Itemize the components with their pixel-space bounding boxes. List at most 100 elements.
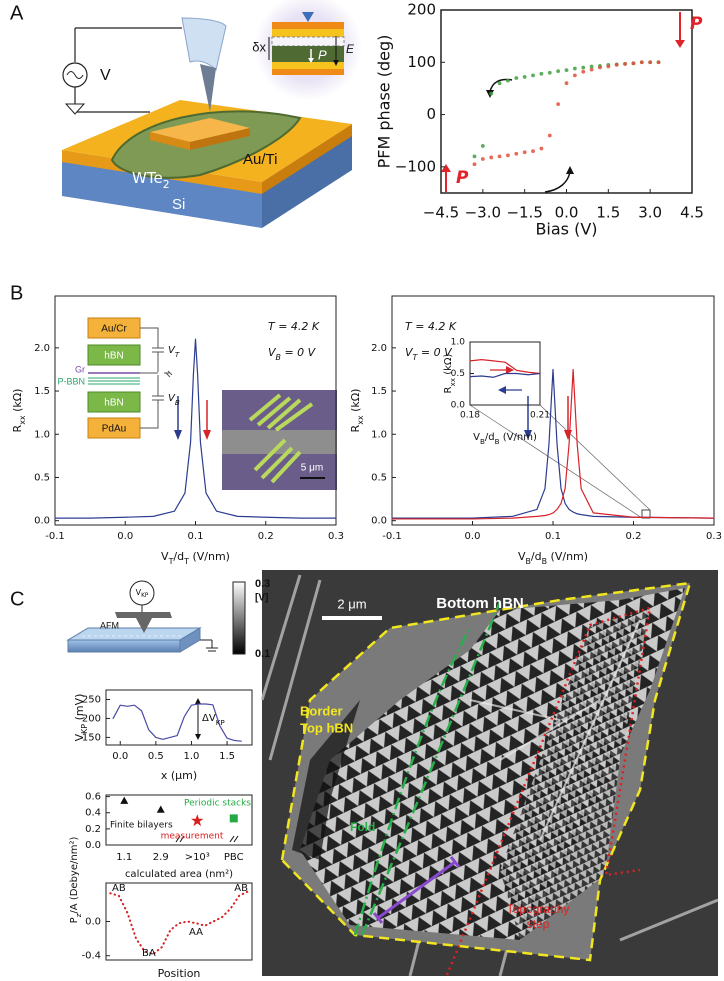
data-point [614, 63, 619, 67]
y-tick-label: 0.0 [371, 516, 387, 527]
device-diagram-part [308, 58, 314, 63]
data-point [631, 61, 636, 66]
y-tick-label: 200 [82, 713, 101, 724]
scale-label: 2 μm [337, 596, 366, 611]
x-tick-label: 2.9 [153, 852, 169, 863]
data-point [229, 814, 238, 823]
flake-label: WTe2 [132, 169, 170, 191]
y-tick-label: 0.0 [451, 401, 466, 411]
x-tick-label: -0.1 [45, 531, 65, 542]
annotation-part: B [276, 353, 281, 362]
annotation: T = 4.2 K [268, 320, 320, 333]
hysteresis-arrows [441, 12, 685, 193]
y-axis-label: VKP (mV) [73, 694, 89, 742]
peak-arrows-part [498, 386, 506, 394]
kpfm-diagram [66, 580, 246, 843]
x-tick-label: 3.0 [638, 204, 662, 222]
data-point [564, 81, 569, 86]
vt-label-part: T [175, 350, 180, 359]
y-tick-label: 1.0 [451, 338, 466, 348]
data-point [191, 814, 204, 827]
x-tick-label: 1.1 [116, 852, 132, 863]
annotation-part: = 0 V [281, 346, 317, 359]
data-point [564, 68, 569, 73]
y-tick-label: 0.0 [85, 917, 101, 928]
kpfm-image-part [377, 860, 456, 920]
data-point [156, 805, 165, 813]
colorbar-max: 0.3 [255, 578, 270, 590]
data-point [489, 91, 494, 96]
data-line [112, 703, 242, 742]
x-axis-label-part: B [495, 437, 500, 446]
kpfm-diagram-part [67, 639, 181, 653]
y-tick-label: 0.0 [85, 840, 101, 851]
peak-arrows-part [524, 430, 532, 440]
annotation: T = 4.2 K [405, 320, 457, 333]
y-axis-label: Rxx (kΩ) [443, 353, 457, 393]
data-point [589, 67, 594, 72]
annotation: ΔVKP [202, 713, 225, 727]
x-axis-label-part: V [518, 550, 526, 563]
device-diagram-part [200, 64, 216, 112]
x-tick-label: 0.0 [117, 531, 133, 542]
annotation: P [690, 14, 703, 34]
series-label: Periodic stacks [184, 799, 251, 809]
y-axis-label: Rxx (kΩ) [11, 389, 27, 433]
device-diagram-part [333, 60, 339, 66]
hysteresis-arrows-part [675, 40, 685, 48]
data-point [581, 69, 586, 74]
y-axis-label: Rxx (kΩ) [349, 389, 365, 433]
image-label: Border [300, 703, 343, 718]
probe-label-part: KP [141, 593, 149, 599]
x-tick-label: 1.5 [219, 751, 235, 762]
y-tick-label: 1.5 [34, 386, 50, 397]
x-axis-label-part: (V/nm) [189, 550, 230, 563]
dx-label: δx [252, 39, 266, 54]
stack-diagram [87, 317, 651, 519]
colorbar-min: 0.1 [255, 648, 270, 660]
kpfm-diagram-part [136, 618, 152, 633]
data-point [598, 65, 602, 70]
x-tick-label: 0.18 [460, 411, 480, 421]
x-tick-label: >10³ [185, 852, 210, 863]
stack-diagram-part [469, 404, 643, 519]
y-tick-label: 0 [426, 105, 436, 123]
data-point [623, 61, 627, 66]
data-point [639, 60, 644, 65]
x-tick-label: 0.2 [626, 531, 642, 542]
x-axis-label-part: (V/nm) [500, 432, 537, 443]
kpfm-image-part [500, 610, 650, 940]
x-axis-label: VT/dT (V/nm) [161, 550, 230, 566]
annotation: P [456, 168, 469, 188]
y-axis-label-part: (kΩ) [443, 353, 454, 378]
data-point [547, 133, 552, 138]
afm-label: AFM [100, 620, 119, 630]
plot-frame [440, 9, 693, 194]
x-axis-label-part: /d [485, 432, 495, 443]
image-label: step [527, 917, 550, 931]
annotation-part: T [413, 353, 419, 362]
stack-diagram-part [539, 404, 651, 511]
annotation-part: ΔV [202, 713, 216, 724]
data-point [514, 76, 519, 80]
data-line [391, 368, 715, 519]
device-diagram-part [272, 46, 344, 62]
peak-arrows-part [506, 366, 514, 374]
x-tick-label: 1.0 [184, 751, 200, 762]
data-point [514, 151, 519, 156]
device-diagram-part [64, 103, 86, 115]
kpfm-image-part [360, 601, 502, 936]
kpfm-diagram-part [195, 698, 201, 704]
stack-diagram-part [248, 393, 314, 484]
annotation-part: V [405, 346, 414, 359]
data-point [506, 153, 510, 158]
device-diagram [62, 0, 362, 228]
data-line [109, 890, 249, 956]
device-diagram-part [271, 36, 345, 47]
colorbar [232, 581, 246, 655]
x-axis-label-part: /d [173, 550, 184, 563]
data-point [497, 81, 502, 86]
image-label: Topography [507, 902, 570, 916]
source-label: V [100, 67, 111, 84]
